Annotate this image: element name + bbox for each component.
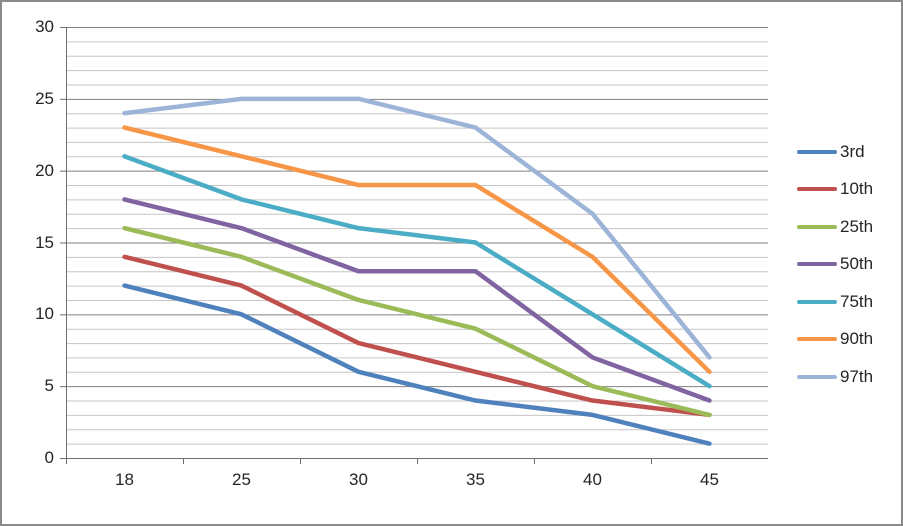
y-axis-tick-label: 10 (35, 304, 54, 324)
series-line-97th[interactable] (122, 96, 712, 360)
legend: 3rd 10th 25th 50th 75th 90th 97th (797, 133, 873, 396)
x-axis-tick-label: 35 (466, 470, 485, 489)
legend-label: 90th (840, 329, 874, 349)
series-line-75th[interactable] (122, 154, 712, 389)
legend-item-90th[interactable]: 90th (797, 321, 873, 359)
legend-item-3rd[interactable]: 3rd (797, 133, 873, 171)
y-axis-tick-label: 5 (44, 376, 54, 396)
legend-item-10th[interactable]: 10th (797, 171, 873, 209)
legend-label: 75th (840, 291, 874, 311)
legend-label: 3rd (840, 141, 865, 161)
legend-item-97th[interactable]: 97th (797, 358, 873, 396)
legend-label: 25th (840, 216, 874, 236)
y-axis-tick-label: 25 (35, 88, 54, 108)
series-line-3rd[interactable] (122, 283, 712, 446)
legend-item-75th[interactable]: 75th (797, 283, 873, 321)
series-line-25th[interactable] (122, 225, 712, 418)
legend-swatch-icon (797, 262, 837, 267)
plot-area (60, 27, 768, 464)
y-axis-tick-label: 15 (35, 232, 54, 252)
legend-swatch-icon (797, 299, 837, 304)
y-axis-tick-label: 30 (35, 17, 54, 36)
legend-swatch-icon (797, 187, 837, 192)
x-axis-tick-label: 18 (115, 470, 134, 489)
legend-label: 10th (840, 179, 874, 199)
legend-item-25th[interactable]: 25th (797, 208, 873, 246)
legend-swatch-icon (797, 224, 837, 229)
x-axis-tick-label: 45 (700, 470, 719, 489)
legend-swatch-icon (797, 149, 837, 154)
x-axis-tick-label: 40 (583, 470, 602, 489)
y-axis-tick-label: 0 (44, 448, 54, 467)
x-axis-tick-label: 25 (232, 470, 251, 489)
series-line-50th[interactable] (122, 197, 712, 403)
legend-item-50th[interactable]: 50th (797, 246, 873, 284)
series-line-90th[interactable] (122, 125, 712, 375)
y-axis-tick-label: 20 (35, 160, 54, 180)
legend-swatch-icon (797, 337, 837, 342)
series-line-10th[interactable] (122, 254, 712, 418)
legend-swatch-icon (797, 374, 837, 379)
x-axis-tick-label: 30 (349, 470, 368, 489)
legend-label: 97th (840, 366, 874, 386)
legend-label: 50th (840, 254, 874, 274)
